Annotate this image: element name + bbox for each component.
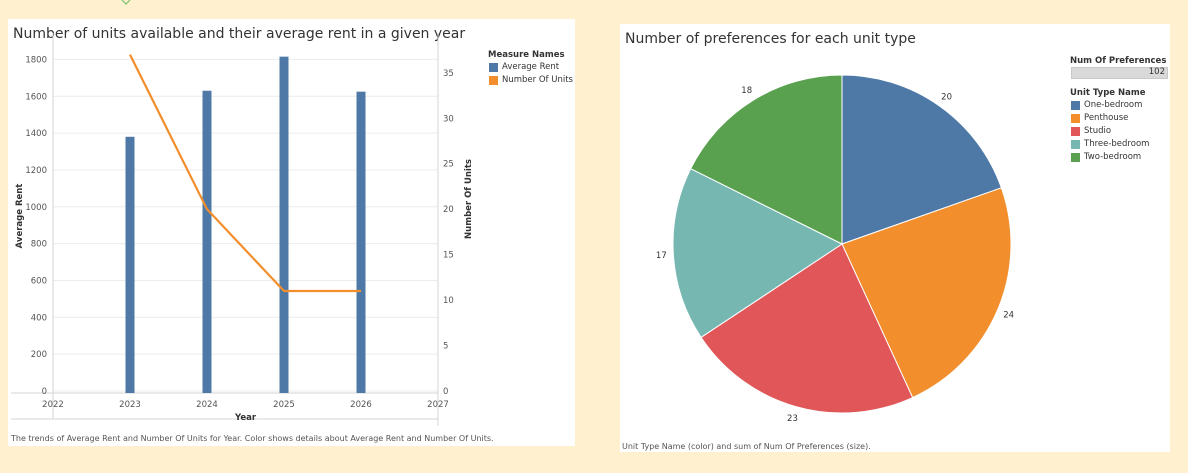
legend-item-label: Penthouse <box>1084 113 1129 123</box>
size-legend-bar: 102 <box>1071 67 1168 79</box>
legend-swatch <box>1071 113 1080 123</box>
y-right-tick-label: 5 <box>443 342 448 352</box>
y-tick-label: 200 <box>31 350 47 360</box>
y-tick-label: 1800 <box>25 55 47 65</box>
y-right-tick-label: 0 <box>443 387 448 397</box>
x-tick-label: 2024 <box>196 400 218 410</box>
x-tick-label: 2027 <box>427 400 449 410</box>
legend-swatch <box>1071 152 1080 162</box>
legend-swatch <box>1071 126 1080 136</box>
units-line <box>129 54 361 293</box>
y-axis-title: Average Rent <box>15 184 25 249</box>
legend-swatch <box>1071 139 1080 149</box>
y-right-tick-label: 10 <box>443 296 454 306</box>
y-right-tick-label: 30 <box>443 114 454 124</box>
pie-data-label: 23 <box>787 414 798 424</box>
legend-item-label: Two-bedroom <box>1084 152 1142 162</box>
pie-data-label: 17 <box>656 251 667 261</box>
y-tick-label: 800 <box>31 240 47 250</box>
legend-item-label: Average Rent <box>502 62 560 72</box>
legend-item-studio[interactable]: Studio <box>1071 126 1111 136</box>
bar <box>125 136 135 393</box>
left-chart-title: Number of units available and their aver… <box>13 26 466 42</box>
y-tick-label: 600 <box>31 276 47 286</box>
right-chart-caption: Unit Type Name (color) and sum of Num Of… <box>622 442 871 451</box>
size-legend-title: Num Of Preferences <box>1070 56 1167 66</box>
bar <box>279 56 289 393</box>
y-right-tick-label: 15 <box>443 251 454 261</box>
y-tick-label: 1400 <box>25 129 47 139</box>
legend-item-penthouse[interactable]: Penthouse <box>1071 113 1128 123</box>
y-right-tick-label: 35 <box>443 69 454 79</box>
left-chart-panel: Number of units available and their aver… <box>8 19 575 446</box>
y-tick-label: 1600 <box>25 92 47 102</box>
pie-slice <box>690 74 843 245</box>
legend-swatch <box>1071 100 1080 110</box>
legend-item-label: Three-bedroom <box>1084 139 1150 149</box>
bar <box>356 91 366 393</box>
right-chart-panel: Number of preferences for each unit type… <box>620 24 1170 452</box>
legend-item-average-rent[interactable]: Average Rent <box>489 62 559 72</box>
pie-chart: 20 24 23 17 18 <box>656 74 1014 424</box>
y-right-tick-label: 25 <box>443 160 454 170</box>
y-tick-label: 0 <box>42 387 47 397</box>
legend-item-label: One-bedroom <box>1084 100 1143 110</box>
legend-swatch <box>489 62 498 72</box>
legend-item-three-bedroom[interactable]: Three-bedroom <box>1071 139 1149 149</box>
y-right-tick-label: 20 <box>443 205 454 215</box>
y-right-axis-title: Number Of Units <box>464 159 474 239</box>
pie-data-label: 18 <box>741 86 752 96</box>
decorative-mark <box>121 0 131 5</box>
x-tick-label: 2026 <box>350 400 372 410</box>
y-tick-label: 1000 <box>25 203 47 213</box>
right-chart-title: Number of preferences for each unit type <box>625 31 916 47</box>
pie-slice <box>672 167 843 339</box>
bar <box>202 90 212 393</box>
pie-data-label: 20 <box>941 92 952 102</box>
legend-item-one-bedroom[interactable]: One-bedroom <box>1071 100 1142 110</box>
x-tick-label: 2023 <box>119 400 141 410</box>
legend-item-two-bedroom[interactable]: Two-bedroom <box>1071 152 1141 162</box>
x-tick-label: 2022 <box>42 400 64 410</box>
legend-item-number-of-units[interactable]: Number Of Units <box>489 75 573 85</box>
y-tick-label: 400 <box>31 313 47 323</box>
legend-item-label: Number Of Units <box>502 75 573 85</box>
left-chart-caption: The trends of Average Rent and Number Of… <box>11 434 494 443</box>
unit-type-legend-title: Unit Type Name <box>1070 88 1146 98</box>
combo-chart: 0 200 400 600 800 1000 1200 1400 1600 1800 0 5 10 15 2… <box>11 33 474 426</box>
x-axis-title: Year <box>234 413 257 423</box>
pie-slice <box>700 243 914 414</box>
measure-names-legend-title: Measure Names <box>488 50 565 60</box>
y-tick-label: 1200 <box>25 166 47 176</box>
legend-swatch <box>489 75 498 85</box>
legend-item-label: Studio <box>1084 126 1112 136</box>
pie-data-label: 24 <box>1003 311 1014 321</box>
size-legend-value: 102 <box>1148 67 1165 77</box>
pie-slice <box>841 187 1012 399</box>
x-tick-label: 2025 <box>273 400 295 410</box>
